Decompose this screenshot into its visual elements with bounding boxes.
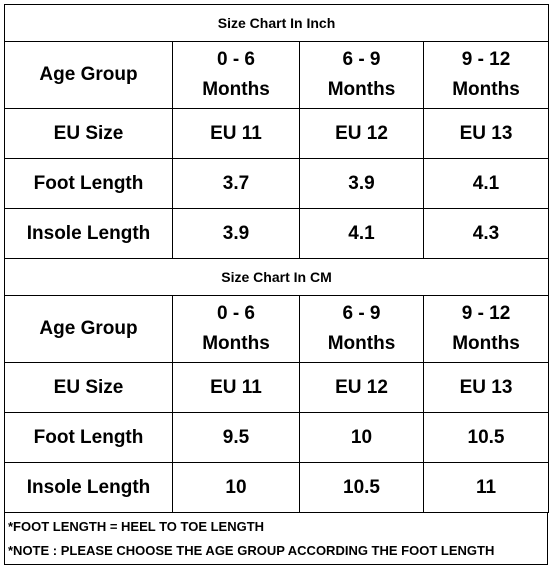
cell: EU 11 — [172, 362, 300, 413]
row-label: Foot Length — [4, 158, 173, 209]
data-row: Age Group 0 - 6 Months 6 - 9 Months 9 - 12 … — [4, 295, 550, 363]
cell: EU 13 — [422, 362, 550, 413]
row-label: Age Group — [4, 41, 173, 109]
data-row: Foot Length 3.7 3.9 4.1 — [4, 158, 550, 209]
cell: 4.1 — [422, 158, 550, 209]
table-title: Size Chart In CM — [3, 258, 550, 296]
row-label: Insole Length — [4, 208, 173, 259]
cell: 0 - 6 Months — [172, 41, 300, 109]
size-table: Size Chart In Inch Age Group 0 - 6 Months 6… — [3, 4, 550, 513]
cell: 10.5 — [299, 462, 424, 513]
cell: 0 - 6 Months — [172, 295, 300, 363]
note: *NOTE : PLEASE CHOOSE THE AGE GROUP ACCO… — [8, 543, 495, 558]
table-title: Size Chart In Inch — [3, 4, 550, 42]
data-row: Insole Length 3.9 4.1 4.3 — [4, 208, 550, 259]
data-row: Insole Length 10 10.5 11 — [4, 462, 550, 513]
note: *FOOT LENGTH = HEEL TO TOE LENGTH — [8, 519, 265, 534]
cell: 3.9 — [172, 208, 300, 259]
cell: 3.9 — [299, 158, 424, 209]
cell: 4.1 — [299, 208, 424, 259]
data-row: EU Size EU 11 EU 12 EU 13 — [4, 362, 550, 413]
cell: 6 - 9 Months — [299, 41, 424, 109]
cell: EU 12 — [299, 362, 424, 413]
row-label: Foot Length — [4, 412, 173, 463]
cell: 10.5 — [422, 412, 550, 463]
cell: EU 12 — [299, 108, 424, 159]
cell: 4.3 — [422, 208, 550, 259]
cell: EU 13 — [422, 108, 550, 159]
size-chart: Size Chart In Inch Age Group 0 - 6 Months 6… — [3, 4, 550, 565]
notes: *FOOT LENGTH = HEEL TO TOE LENGTH *NOTE :… — [4, 513, 548, 565]
title-row: Size Chart In Inch — [3, 4, 550, 42]
row-label: EU Size — [4, 108, 173, 159]
cell: 10 — [172, 462, 300, 513]
data-row: Age Group 0 - 6 Months 6 - 9 Months 9 - 12 … — [4, 41, 550, 109]
data-row: Foot Length 9.5 10 10.5 — [4, 412, 550, 463]
title-row: Size Chart In CM — [3, 258, 550, 296]
cell: 9.5 — [172, 412, 300, 463]
cell: 9 - 12 Months — [422, 295, 550, 363]
row-label: Insole Length — [4, 462, 173, 513]
data-row: EU Size EU 11 EU 12 EU 13 — [4, 108, 550, 159]
cell: 6 - 9 Months — [299, 295, 424, 363]
cell: 3.7 — [172, 158, 300, 209]
cell: 9 - 12 Months — [422, 41, 550, 109]
row-label: Age Group — [4, 295, 173, 363]
cell: EU 11 — [172, 108, 300, 159]
cell: 11 — [422, 462, 550, 513]
cell: 10 — [299, 412, 424, 463]
row-label: EU Size — [4, 362, 173, 413]
